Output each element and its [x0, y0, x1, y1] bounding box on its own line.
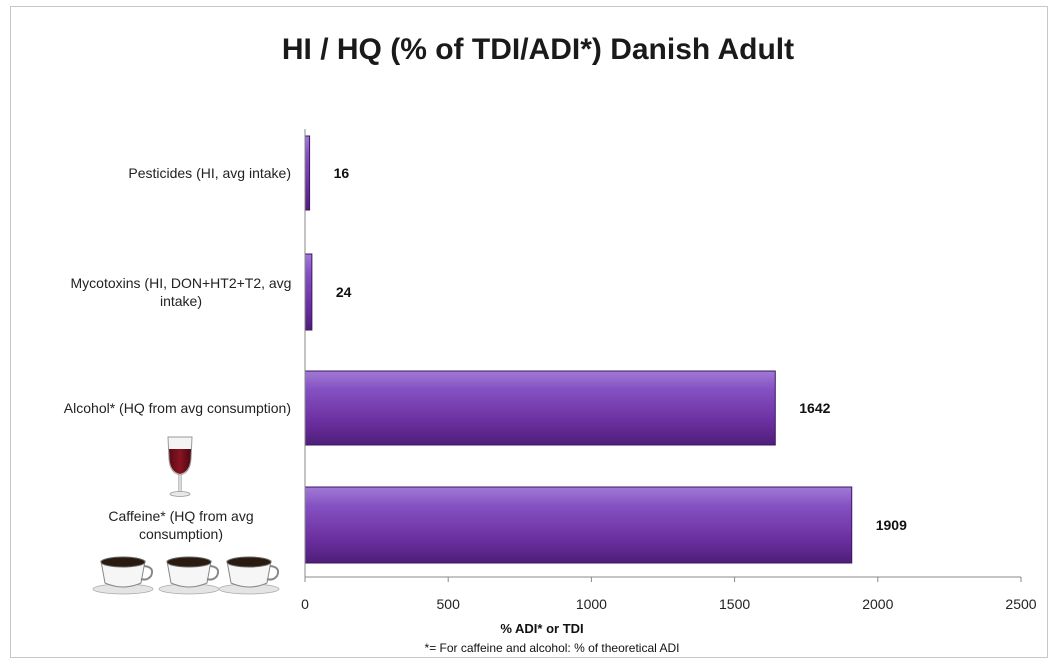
category-label: Alcohol* (HQ from avg consumption): [64, 400, 291, 416]
data-label: 1642: [799, 400, 830, 416]
chart-title: HI / HQ (% of TDI/ADI*) Danish Adult: [282, 33, 794, 66]
bar: [304, 135, 311, 211]
coffee-cup-icon: [92, 556, 154, 595]
x-tick-label: 1500: [719, 596, 750, 612]
x-tick-label: 1000: [576, 596, 607, 612]
coffee-cup-icon: [158, 556, 220, 595]
chart-frame: HI / HQ (% of TDI/ADI*) Danish Adult Pes…: [10, 6, 1048, 658]
x-tick-label: 500: [437, 596, 461, 612]
category-labels: Pesticides (HI, avg intake) Mycotoxins (H…: [64, 165, 292, 542]
bar: [304, 370, 776, 446]
x-tick-label: 2000: [862, 596, 893, 612]
data-labels: 16 24 1642 1909: [334, 165, 908, 533]
x-axis-title: % ADI* or TDI: [500, 621, 583, 636]
data-label: 24: [336, 284, 352, 300]
category-label: Caffeine* (HQ from avg consumption): [108, 508, 253, 542]
bar-chart: HI / HQ (% of TDI/ADI*) Danish Adult Pes…: [64, 33, 1037, 655]
data-label: 16: [334, 165, 350, 181]
x-axis-ticks: 0 500 1000 1500 2000 2500: [301, 577, 1037, 612]
category-label: Mycotoxins (HI, DON+HT2+T2, avg intake): [71, 275, 292, 309]
coffee-cup-icon: [218, 556, 280, 595]
bar: [304, 253, 313, 331]
x-tick-label: 2500: [1005, 596, 1036, 612]
data-label: 1909: [876, 517, 907, 533]
bars: [304, 135, 853, 564]
category-label: Pesticides (HI, avg intake): [128, 165, 291, 181]
bar: [304, 486, 853, 564]
wine-glass-icon: [167, 436, 193, 497]
footnote: *= For caffeine and alcohol: % of theore…: [425, 641, 680, 655]
x-tick-label: 0: [301, 596, 309, 612]
